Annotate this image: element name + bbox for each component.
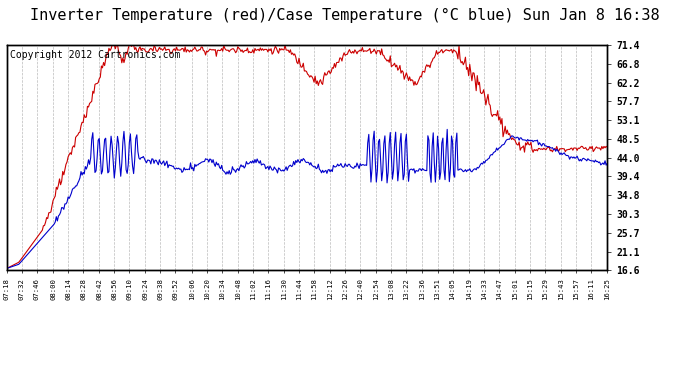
Text: Copyright 2012 Cartronics.com: Copyright 2012 Cartronics.com [10, 50, 180, 60]
Text: Inverter Temperature (red)/Case Temperature (°C blue) Sun Jan 8 16:38: Inverter Temperature (red)/Case Temperat… [30, 8, 660, 22]
